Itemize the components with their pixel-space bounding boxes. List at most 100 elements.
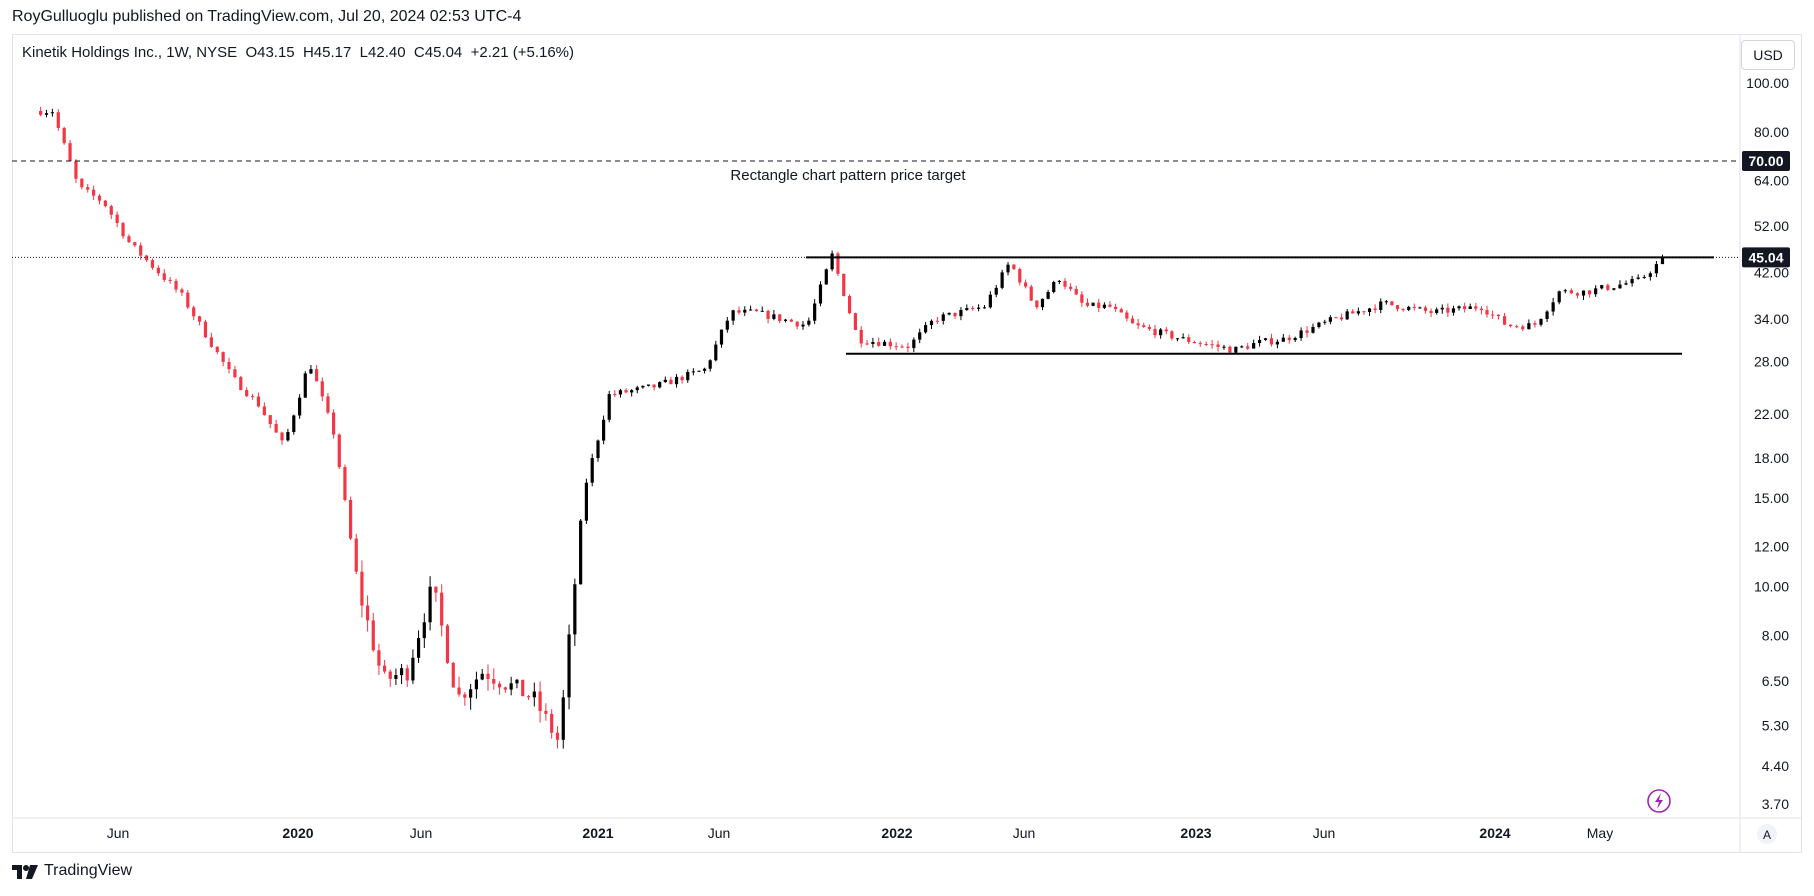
candle-body [1164, 329, 1168, 332]
candle-body [1407, 306, 1411, 310]
candle-body [150, 260, 155, 268]
candle-body [842, 273, 846, 297]
time-tick-label: May [1587, 825, 1613, 841]
candle-body [976, 307, 981, 309]
candle-body [1600, 285, 1604, 289]
time-tick-label: 2020 [282, 825, 313, 841]
candle-body [731, 310, 735, 321]
candle-body [1175, 338, 1180, 340]
candle-body [1463, 306, 1467, 309]
candle-body [480, 673, 484, 680]
candle-body [245, 390, 249, 397]
candle-body [1345, 311, 1349, 320]
candle-body [1339, 317, 1344, 320]
candle-body [326, 396, 330, 413]
candle-body [1356, 311, 1360, 314]
candle-body [824, 269, 828, 285]
candle-body [1228, 346, 1232, 353]
candle-body [1311, 326, 1315, 333]
price-tick-label: 8.00 [1762, 627, 1789, 643]
candle-body [286, 432, 290, 441]
candle-body [714, 344, 718, 361]
candlestick-series [39, 106, 1665, 749]
candle-body [144, 255, 149, 261]
candle-body [405, 668, 409, 681]
candle-body [836, 253, 840, 274]
candle-body [68, 143, 72, 162]
candle-body [1240, 346, 1244, 348]
candle-body [1642, 276, 1646, 278]
candle-body [641, 385, 645, 388]
candle-body [544, 710, 548, 714]
candle-body [503, 687, 507, 690]
candle-body [1024, 282, 1028, 287]
candle-body [749, 309, 753, 311]
target-annotation[interactable]: Rectangle chart pattern price target [730, 167, 966, 184]
candle-body [521, 679, 525, 697]
lightning-icon[interactable] [1647, 789, 1671, 813]
candle-body [1390, 301, 1394, 306]
candle-body [888, 341, 892, 347]
candle-body [227, 361, 231, 370]
candle-body [298, 397, 302, 416]
candle-body [1379, 301, 1383, 310]
symbol-legend: Kinetik Holdings Inc., 1W, NYSE O43.15 H… [22, 44, 574, 61]
candle-body [882, 341, 887, 346]
candle-body [50, 112, 54, 114]
candle-body [1080, 294, 1084, 303]
candle-body [1435, 309, 1439, 314]
candle-body [209, 337, 213, 347]
candle-body [422, 622, 426, 639]
price-tick-label: 34.00 [1754, 311, 1789, 327]
price-tick-label: 5.30 [1762, 717, 1789, 733]
candle-body [1660, 257, 1665, 265]
candle-body [292, 415, 296, 433]
time-tick-label: Jun [410, 825, 433, 841]
candle-body [382, 665, 387, 672]
candle-body [1234, 346, 1238, 353]
price-tick-label: 12.00 [1754, 539, 1789, 555]
candle-body [674, 376, 679, 385]
time-scale[interactable]: Jun 2020 Jun 2021 Jun 2022 Jun 2023 Jun 2024 May [107, 825, 1614, 841]
price-tick-label: 28.00 [1754, 353, 1789, 369]
candle-body [256, 396, 261, 407]
candle-body [262, 406, 266, 416]
candle-body [1328, 317, 1332, 322]
candle-body [1551, 302, 1555, 312]
candle-body [918, 332, 922, 340]
candle-body [789, 319, 793, 322]
candle-body [1052, 282, 1056, 292]
candle-body [801, 324, 805, 327]
candle-body [1317, 322, 1321, 327]
candle-body [1468, 306, 1472, 309]
candle-body [1125, 312, 1129, 319]
candle-body [371, 620, 375, 651]
candle-body [1198, 343, 1202, 345]
auto-scale-icon[interactable]: A [1757, 824, 1777, 844]
candle-body [343, 467, 347, 500]
candle-body [1187, 337, 1191, 343]
candle-body [1606, 285, 1610, 290]
candle-body [1305, 330, 1309, 333]
last-price-tag-text: 45.04 [1748, 249, 1783, 265]
candle-body [725, 320, 729, 330]
price-tick-label: 3.70 [1762, 796, 1789, 812]
last-price-tag-bg [1742, 247, 1790, 268]
candle-body [859, 329, 863, 344]
candle-body [1287, 337, 1291, 341]
target-price-tag: 70.00 [1742, 151, 1790, 172]
svg-text:A: A [1763, 828, 1771, 842]
candle-body [1587, 290, 1592, 295]
candle-body [1018, 269, 1022, 283]
candle-body [97, 195, 102, 201]
candle-body [813, 303, 817, 321]
candle-body [912, 339, 916, 349]
candle-body [469, 689, 473, 698]
candle-body [192, 307, 196, 317]
price-tick-label: 100.00 [1746, 75, 1789, 91]
candle-body [221, 352, 225, 362]
currency-button[interactable]: USD [1741, 40, 1795, 70]
candle-body [127, 236, 131, 243]
price-scale[interactable]: 100.00 80.00 64.00 52.00 42.00 34.00 28.00 22.0… [1746, 75, 1789, 812]
